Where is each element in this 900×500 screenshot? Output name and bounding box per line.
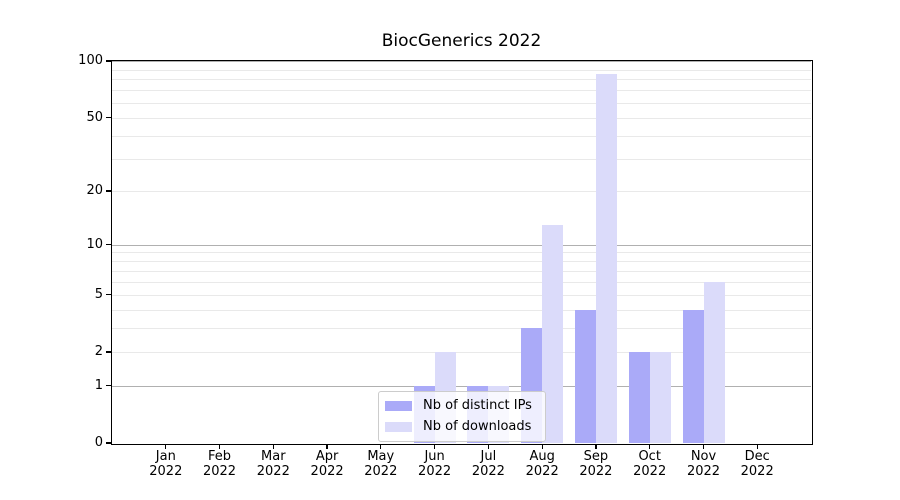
x-tick-label: May 2022 (364, 449, 398, 479)
bar-distinct-ips (574, 309, 596, 443)
y-tick-label: 50 (86, 109, 103, 125)
x-tick-label: Sep 2022 (579, 449, 613, 479)
y-tick (105, 384, 111, 387)
legend-swatch-downloads (385, 422, 412, 432)
x-tick (756, 444, 758, 449)
y-tick-label: 2 (94, 344, 103, 360)
gridline-minor (112, 252, 811, 254)
x-tick-label: Mar 2022 (256, 449, 290, 479)
gridline-minor (112, 69, 811, 71)
gridline-minor (112, 270, 811, 272)
legend-item-distinct-ips: Nb of distinct IPs (385, 399, 537, 413)
x-tick-label: Apr 2022 (310, 449, 344, 479)
bar-downloads (542, 224, 564, 443)
y-tick-label: 0 (94, 435, 103, 450)
x-tick-label: Oct 2022 (633, 449, 667, 479)
gridline-major (112, 61, 811, 62)
x-tick (165, 444, 167, 449)
gridline-minor (112, 328, 811, 330)
gridline-minor (112, 281, 811, 283)
bar-distinct-ips (682, 309, 704, 443)
y-tick-label: 5 (94, 286, 103, 302)
x-tick-label: Jul 2022 (471, 449, 505, 479)
x-tick (649, 444, 651, 449)
x-tick-label: Aug 2022 (525, 449, 559, 479)
gridline-minor (112, 79, 811, 81)
x-tick (326, 444, 328, 449)
y-tick-label: 100 (78, 53, 103, 68)
bar-downloads (703, 281, 725, 443)
x-tick-label: Jan 2022 (149, 449, 183, 479)
gridline-minor (112, 309, 811, 311)
x-tick (541, 444, 543, 449)
bar-downloads (649, 352, 671, 443)
gridline-minor (112, 158, 811, 160)
x-tick-label: Feb 2022 (202, 449, 237, 479)
legend-item-downloads: Nb of downloads (385, 420, 537, 434)
gridline-minor (112, 90, 811, 92)
x-tick-label: Jun 2022 (418, 449, 452, 479)
y-tick (105, 190, 111, 192)
gridline-minor (112, 135, 811, 137)
y-tick-label: 1 (94, 377, 103, 393)
x-tick (433, 444, 436, 449)
x-tick-label: Nov 2022 (686, 449, 721, 479)
x-tick (272, 444, 274, 449)
gridline-major (112, 244, 811, 246)
legend-swatch-distinct-ips (385, 401, 412, 411)
bar-downloads (595, 74, 617, 443)
y-tick (105, 243, 111, 246)
gridline-minor (112, 117, 811, 119)
gridline-minor (112, 294, 811, 296)
legend-label-distinct-ips: Nb of distinct IPs (423, 398, 532, 413)
x-tick-label: Dec 2022 (740, 449, 774, 479)
gridline-minor (112, 261, 811, 263)
gridline-minor (112, 102, 811, 104)
x-tick (702, 444, 705, 449)
plot-area (112, 61, 811, 443)
y-tick (105, 60, 111, 62)
gridline-minor (112, 352, 811, 354)
x-tick (218, 444, 221, 449)
gridline-major (112, 385, 811, 387)
y-tick (105, 116, 111, 119)
bar-distinct-ips (628, 352, 650, 443)
x-tick (380, 444, 382, 449)
gridline-minor (112, 191, 811, 192)
y-tick-label: 20 (86, 183, 103, 198)
legend-label-downloads: Nb of downloads (423, 419, 532, 434)
x-tick (487, 444, 490, 449)
y-tick (105, 442, 111, 444)
y-tick-label: 10 (86, 236, 103, 252)
chart-title: BiocGenerics 2022 (381, 31, 542, 51)
y-tick (105, 294, 111, 296)
x-tick (595, 444, 597, 449)
legend: Nb of distinct IPs Nb of downloads (378, 391, 546, 442)
y-tick (105, 351, 111, 353)
